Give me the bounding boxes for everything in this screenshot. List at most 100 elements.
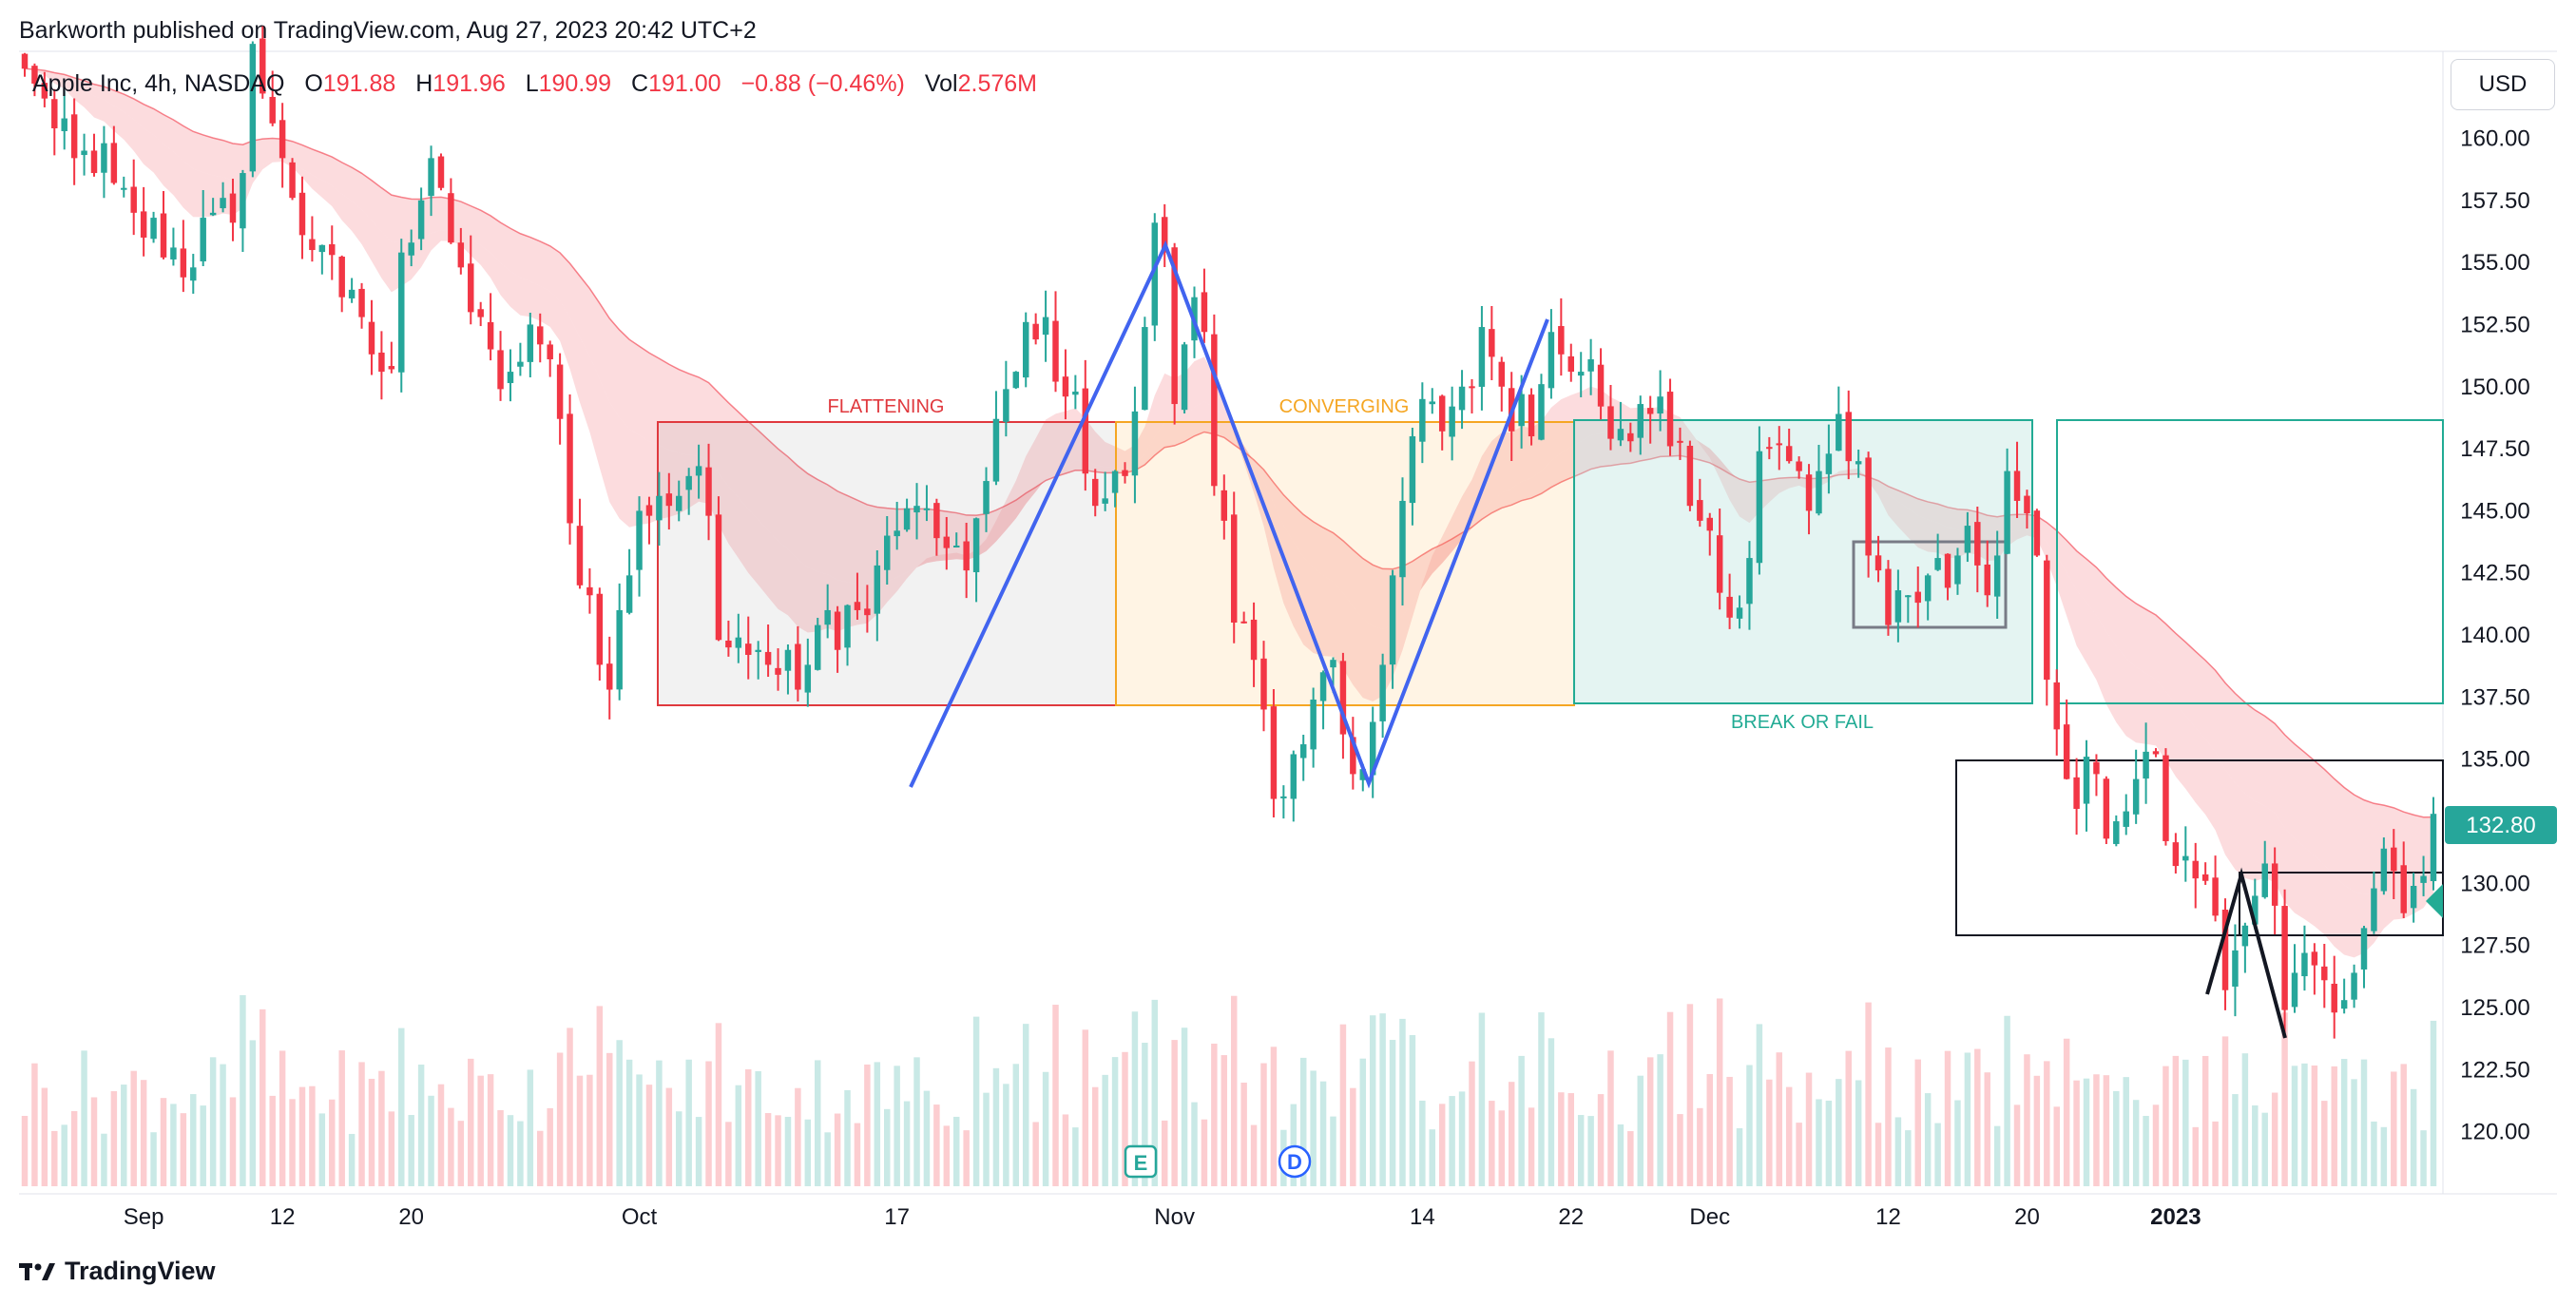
candle-body[interactable] (2241, 925, 2249, 947)
candle-body[interactable] (705, 467, 712, 516)
candle-body[interactable] (1469, 386, 1475, 389)
candle-body[interactable] (368, 321, 375, 355)
candle-body[interactable] (1022, 321, 1029, 378)
candle-body[interactable] (1607, 406, 1614, 439)
candle-body[interactable] (1221, 490, 1228, 521)
candle-body[interactable] (963, 541, 970, 571)
candle-body[interactable] (1419, 398, 1426, 442)
candle-body[interactable] (952, 545, 960, 547)
candle-body[interactable] (864, 608, 871, 616)
candle-body[interactable] (2252, 895, 2259, 925)
candle-body[interactable] (1458, 386, 1466, 411)
candle-body[interactable] (735, 637, 742, 648)
candle-body[interactable] (665, 493, 673, 507)
candle-body[interactable] (2033, 510, 2041, 556)
candle-body[interactable] (2340, 1000, 2348, 1009)
candle-body[interactable] (527, 324, 534, 362)
break-or-fail-zone[interactable] (1573, 419, 2033, 704)
candle-body[interactable] (61, 118, 67, 131)
candle-body[interactable] (448, 193, 454, 243)
candle-body[interactable] (2123, 811, 2129, 827)
candle-body[interactable] (2271, 863, 2278, 906)
currency-button[interactable]: USD (2451, 59, 2555, 110)
candle-body[interactable] (1131, 411, 1139, 476)
candle-body[interactable] (596, 593, 604, 665)
candle-body[interactable] (556, 364, 564, 419)
candle-body[interactable] (2073, 777, 2080, 809)
candle-body[interactable] (457, 242, 465, 268)
candle-body[interactable] (1042, 317, 1049, 336)
candle-body[interactable] (1082, 388, 1089, 474)
target-zone[interactable] (2056, 419, 2444, 704)
candle-body[interactable] (933, 503, 940, 539)
candle-body[interactable] (815, 624, 821, 670)
candle-body[interactable] (1052, 320, 1059, 382)
candle-body[interactable] (685, 475, 692, 490)
candle-body[interactable] (804, 664, 812, 693)
candle-body[interactable] (240, 173, 246, 229)
candle-body[interactable] (1736, 607, 1743, 619)
candle-body[interactable] (2391, 847, 2397, 872)
candle-body[interactable] (190, 267, 197, 281)
candle-body[interactable] (41, 83, 48, 99)
candle-body[interactable] (249, 44, 257, 172)
candle-body[interactable] (983, 481, 990, 514)
candle-body[interactable] (1855, 461, 1862, 465)
candle-body[interactable] (1032, 323, 1039, 340)
candle-body[interactable] (1567, 355, 1574, 373)
candle-body[interactable] (1865, 457, 1872, 556)
candle-body[interactable] (1558, 326, 1565, 355)
candle-body[interactable] (2192, 860, 2199, 879)
candle-body[interactable] (616, 609, 623, 690)
candle-body[interactable] (1201, 292, 1208, 333)
candle-body[interactable] (2221, 909, 2229, 990)
candle-body[interactable] (1240, 621, 1247, 624)
candle-body[interactable] (110, 143, 118, 183)
candle-body[interactable] (1924, 575, 1932, 602)
candle-body[interactable] (2163, 755, 2169, 841)
candle-body[interactable] (81, 150, 87, 156)
candle-body[interactable] (695, 466, 702, 476)
candle-body[interactable] (1538, 384, 1545, 440)
candle-body[interactable] (1964, 526, 1971, 553)
candle-body[interactable] (279, 120, 286, 159)
candle-body[interactable] (497, 350, 504, 390)
candle-body[interactable] (1211, 334, 1218, 487)
candle-body[interactable] (309, 239, 316, 251)
candle-body[interactable] (180, 248, 187, 278)
candle-body[interactable] (2311, 951, 2318, 966)
candle-body[interactable] (2083, 757, 2090, 804)
candle-body[interactable] (1091, 478, 1099, 507)
candle-body[interactable] (1577, 372, 1585, 376)
candle-body[interactable] (1528, 394, 1535, 437)
candle-body[interactable] (2013, 471, 2021, 501)
candle-body[interactable] (784, 649, 792, 671)
candle-body[interactable] (408, 242, 414, 256)
candle-body[interactable] (2093, 761, 2100, 775)
candle-body[interactable] (1449, 406, 1455, 437)
candle-body[interactable] (1686, 445, 1694, 507)
candle-body[interactable] (884, 535, 891, 570)
candle-body[interactable] (745, 643, 752, 655)
candle-body[interactable] (229, 193, 237, 223)
candle-body[interactable] (378, 352, 385, 373)
candle-body[interactable] (1181, 344, 1188, 411)
candle-body[interactable] (2291, 972, 2298, 1008)
candle-body[interactable] (1379, 664, 1386, 721)
candle-body[interactable] (2331, 983, 2337, 1013)
candle-body[interactable] (329, 243, 336, 256)
candle-body[interactable] (943, 536, 951, 548)
candle-body[interactable] (1697, 500, 1703, 521)
candle-body[interactable] (576, 526, 584, 586)
candle-body[interactable] (51, 99, 58, 129)
w-pattern-line[interactable] (909, 240, 1549, 789)
candle-body[interactable] (2132, 778, 2140, 815)
candle-body[interactable] (2232, 950, 2239, 987)
candle-body[interactable] (1706, 517, 1713, 531)
candle-body[interactable] (1954, 555, 1961, 585)
candle-body[interactable] (1260, 658, 1267, 710)
candle-body[interactable] (2152, 751, 2160, 755)
candle-body[interactable] (468, 263, 474, 313)
candle-body[interactable] (269, 96, 276, 124)
candle-body[interactable] (2182, 855, 2189, 861)
